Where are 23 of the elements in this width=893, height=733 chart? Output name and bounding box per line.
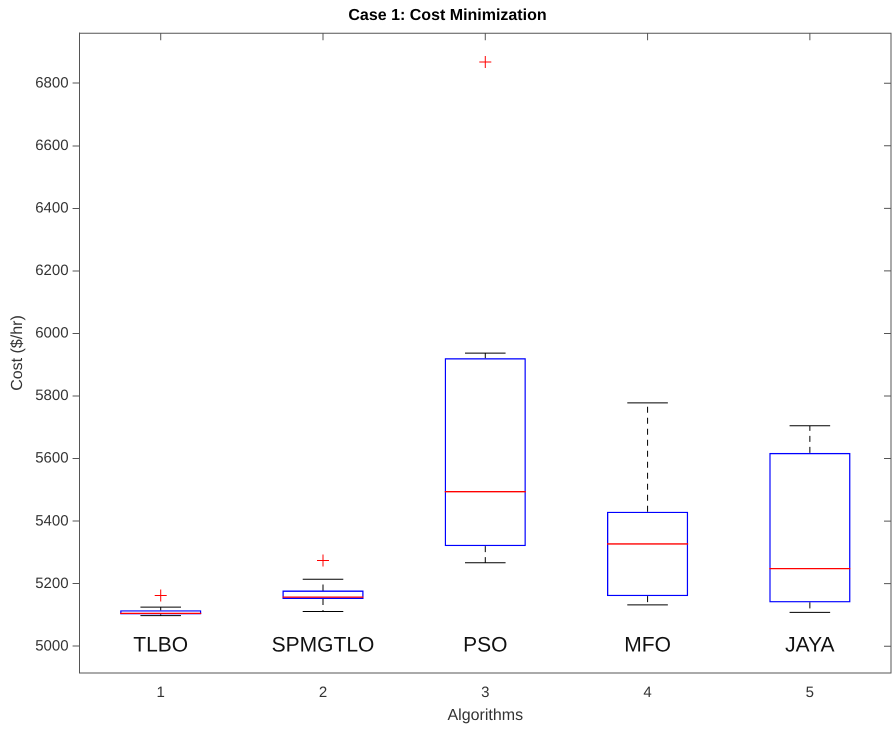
- y-tick-label: 5800: [35, 387, 69, 404]
- y-tick-label: 6000: [35, 324, 69, 342]
- x-tick-label: 4: [643, 684, 652, 701]
- y-axis-title: Cost ($/hr): [9, 315, 26, 391]
- y-tick-label: 6800: [35, 74, 69, 92]
- y-tick-label: 6400: [35, 199, 69, 216]
- x-tick-label: 2: [318, 684, 328, 701]
- annotation: JAYA: [785, 634, 835, 657]
- y-tick-label: 5600: [35, 450, 69, 467]
- y-tick-label: 5200: [35, 574, 69, 592]
- annotation: PSO: [463, 634, 508, 657]
- y-tick-label: 6200: [35, 262, 69, 280]
- annotation: TLBO: [133, 634, 188, 657]
- annotation: SPMGTLO: [272, 634, 374, 657]
- x-tick-label: 5: [806, 684, 814, 701]
- chart-title: Case 1: Cost Minimization: [348, 7, 547, 24]
- x-tick-label: 1: [156, 684, 165, 701]
- annotation: MFO: [624, 634, 671, 657]
- y-tick-label: 5400: [35, 512, 69, 530]
- x-tick-label: 3: [481, 684, 490, 701]
- y-tick-label: 5000: [35, 637, 69, 654]
- x-axis-title: Algorithms: [447, 706, 524, 724]
- y-tick-label: 6600: [35, 136, 69, 154]
